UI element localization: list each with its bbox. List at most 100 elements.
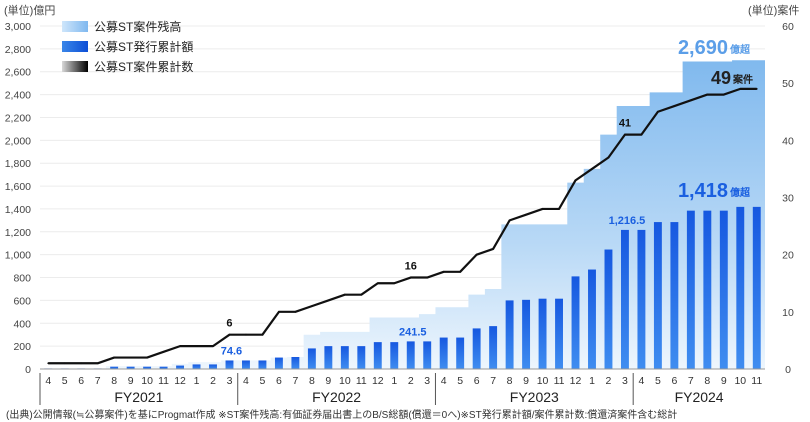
line-end-unit: 案件 <box>732 73 753 86</box>
month-tick-label: 11 <box>751 375 762 387</box>
right-axis-unit: (単位)案件 <box>748 5 800 17</box>
bar-cumulative-issuance <box>571 276 580 369</box>
right-tick-label: 10 <box>782 307 794 319</box>
month-tick-label: 5 <box>62 375 68 387</box>
month-tick-label: 12 <box>174 375 186 387</box>
month-tick-label: 10 <box>734 375 746 387</box>
line-point <box>574 179 577 182</box>
line-point <box>310 305 313 308</box>
line-point <box>492 248 495 250</box>
line-point <box>47 362 50 365</box>
month-tick-label: 8 <box>704 375 710 387</box>
line-point <box>689 99 692 102</box>
left-tick-label: 1,800 <box>5 158 31 170</box>
line-point <box>722 93 725 96</box>
legend-swatch-bar <box>62 40 88 52</box>
bar-cumulative-issuance <box>604 249 613 369</box>
legend-swatch-line <box>62 60 88 72</box>
line-point <box>393 282 396 285</box>
left-tick-label: 400 <box>13 318 31 330</box>
line-point <box>624 133 626 136</box>
month-tick-label: 2 <box>210 375 216 387</box>
bar-cumulative-issuance <box>752 206 761 369</box>
line-point <box>360 293 363 296</box>
bar-cumulative-issuance <box>324 346 333 369</box>
month-tick-label: 6 <box>78 375 84 387</box>
bar-cumulative-issuance <box>258 360 267 369</box>
axes: 02004006008001,0001,2001,4001,6001,8002,… <box>5 21 794 405</box>
bar-cumulative-issuance <box>472 328 481 369</box>
bar-cumulative-issuance <box>489 326 498 369</box>
bar-data-label: 74.6 <box>221 345 242 357</box>
month-tick-label: 4 <box>441 375 447 387</box>
left-tick-label: 600 <box>13 295 31 307</box>
month-tick-label: 4 <box>45 375 51 387</box>
area-series-outstanding <box>40 60 765 370</box>
bar-data-label: 1,216.5 <box>609 215 646 227</box>
legend: 公募ST案件残高 公募ST発行累計額 公募ST案件累計数 <box>62 16 193 76</box>
bar-cumulative-issuance <box>620 229 629 369</box>
month-tick-label: 11 <box>554 375 565 387</box>
line-point <box>146 356 149 359</box>
bar-cumulative-issuance <box>143 366 152 369</box>
left-tick-label: 2,400 <box>5 90 31 102</box>
line-point <box>63 362 66 365</box>
legend-label-line: 公募ST案件累計数 <box>94 59 194 74</box>
fiscal-year-label: FY2024 <box>675 389 724 405</box>
line-point <box>706 93 709 96</box>
month-tick-label: 7 <box>95 375 101 387</box>
line-point <box>508 219 511 222</box>
line-point <box>525 213 527 216</box>
month-tick-label: 5 <box>655 375 661 387</box>
bar-cumulative-issuance <box>225 360 234 369</box>
bar-cumulative-issuance <box>307 348 316 369</box>
right-tick-label: 20 <box>782 250 794 262</box>
month-tick-label: 5 <box>260 375 266 387</box>
bar-data-label: 241.5 <box>399 326 427 338</box>
line-point <box>245 333 247 336</box>
month-tick-label: 11 <box>158 375 169 387</box>
line-point <box>162 350 165 353</box>
bar-cumulative-issuance <box>522 299 531 369</box>
bar-cumulative-issuance <box>653 222 662 369</box>
line-point <box>278 310 280 313</box>
line-point <box>426 276 429 279</box>
area-layer <box>40 60 765 370</box>
month-tick-label: 8 <box>111 375 117 387</box>
bar-cumulative-issuance <box>588 269 596 369</box>
bar-cumulative-issuance <box>159 366 168 369</box>
month-tick-label: 2 <box>408 375 414 387</box>
line-point <box>195 345 198 348</box>
bar-cumulative-issuance <box>390 342 399 369</box>
left-tick-label: 2,800 <box>5 44 31 56</box>
line-point <box>129 356 132 359</box>
bar-cumulative-issuance <box>110 366 119 369</box>
fiscal-year-label: FY2022 <box>312 389 361 405</box>
line-point <box>261 333 264 336</box>
month-tick-label: 7 <box>490 375 496 387</box>
month-tick-label: 1 <box>391 375 397 387</box>
left-tick-label: 200 <box>13 341 31 353</box>
source-footnote: (出典)公開情報(≒公募案件)を基にProgmat作成 ※ST案件残高:有価証券… <box>6 410 678 421</box>
bar-cumulative-issuance <box>423 341 432 369</box>
bar-cumulative-issuance <box>373 342 382 369</box>
bar-cumulative-issuance <box>736 206 745 369</box>
line-point <box>558 208 560 210</box>
bar-cumulative-issuance <box>505 300 514 369</box>
grid <box>40 25 765 370</box>
left-tick-label: 1,400 <box>5 204 31 216</box>
right-tick-label: 40 <box>782 135 794 147</box>
fiscal-year-label: FY2021 <box>114 389 163 405</box>
left-tick-label: 2,000 <box>5 135 31 147</box>
bar-cumulative-issuance <box>538 298 547 369</box>
bar-cumulative-issuance <box>703 210 712 369</box>
month-tick-label: 1 <box>194 375 200 387</box>
bar-cumulative-issuance <box>242 360 250 369</box>
line-data-label: 16 <box>405 261 417 273</box>
left-tick-label: 2,200 <box>5 112 31 124</box>
month-tick-label: 12 <box>570 375 582 387</box>
bar-cumulative-issuance <box>439 337 448 369</box>
right-tick-label: 0 <box>785 364 791 376</box>
